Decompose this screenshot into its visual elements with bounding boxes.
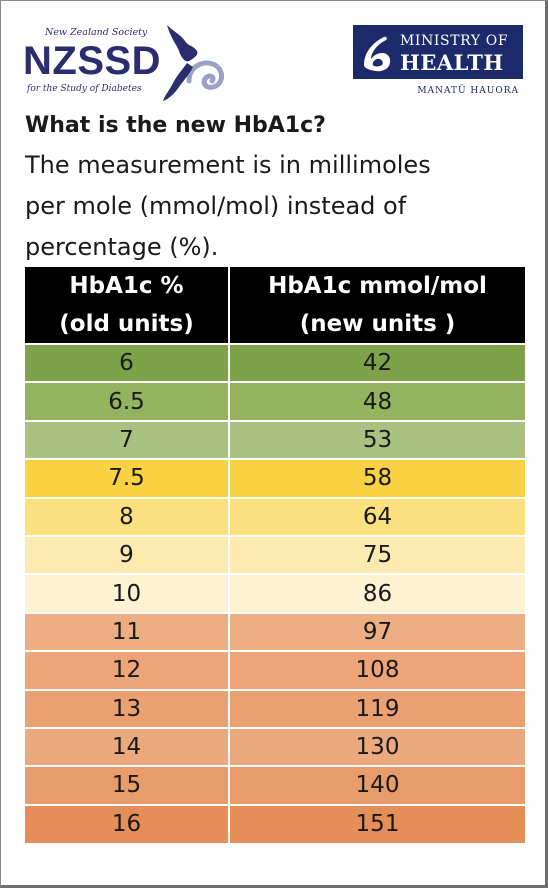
hba1c-conversion-table: HbA1c % (old units) HbA1c mmol/mol (new …	[25, 267, 525, 844]
cell-percent-old-units: 12	[25, 650, 230, 690]
cell-percent-old-units: 7.5	[25, 458, 230, 498]
intro-line: percentage (%).	[25, 233, 219, 261]
table-row: 7.5 58	[25, 458, 525, 498]
intro-line: The measurement is in millimoles	[25, 151, 431, 179]
cell-percent-old-units: 14	[25, 726, 230, 767]
cell-percent-old-units: 6	[25, 342, 230, 383]
nzssd-acronym: NZSSD	[23, 39, 162, 83]
ministry-of-health-mark-icon	[364, 36, 391, 72]
cell-percent-old-units: 6.5	[25, 381, 230, 421]
cell-percent-old-units: 16	[25, 803, 230, 844]
nzssd-tagline-top: New Zealand Society	[45, 27, 148, 38]
cell-percent-old-units: 11	[25, 611, 230, 652]
moh-maori-name: MANATŪ HAUORA	[417, 86, 519, 96]
cell-mmol-new-units: 97	[229, 611, 525, 652]
table-row: 15 140	[25, 765, 525, 805]
cell-mmol-new-units: 86	[229, 573, 525, 613]
moh-name-line-2: HEALTH	[400, 50, 504, 75]
cell-percent-old-units: 15	[25, 765, 230, 805]
column-header-title: HbA1c mmol/mol	[268, 273, 487, 299]
table-row: 6 42	[25, 342, 525, 383]
column-header-subtitle: (new units )	[299, 311, 456, 337]
cell-mmol-new-units: 108	[229, 650, 525, 690]
table-row: 14 130	[25, 726, 525, 767]
column-header-old-units: HbA1c % (old units)	[25, 267, 230, 344]
cell-percent-old-units: 8	[25, 496, 230, 536]
nzssd-logo: New Zealand Society NZSSD for the Study …	[23, 23, 224, 103]
table-row: 6.5 48	[25, 381, 525, 421]
cell-mmol-new-units: 130	[229, 726, 525, 767]
column-header-subtitle: (old units)	[59, 311, 194, 337]
cell-mmol-new-units: 140	[229, 765, 525, 805]
table-row: 16 151	[25, 803, 525, 844]
cell-mmol-new-units: 48	[229, 381, 525, 421]
table-row: 7 53	[25, 419, 525, 460]
cell-percent-old-units: 13	[25, 688, 230, 728]
column-header-title: HbA1c %	[69, 273, 184, 299]
cell-percent-old-units: 7	[25, 419, 230, 460]
cell-mmol-new-units: 42	[229, 342, 525, 383]
intro-line: per mole (mmol/mol) instead of	[25, 192, 407, 220]
page-title: What is the new HbA1c?	[25, 113, 326, 138]
table-header-row: HbA1c % (old units) HbA1c mmol/mol (new …	[25, 267, 525, 344]
table-row: 10 86	[25, 573, 525, 613]
table-row: 11 97	[25, 611, 525, 652]
column-header-new-units: HbA1c mmol/mol (new units )	[229, 267, 525, 344]
cell-percent-old-units: 10	[25, 573, 230, 613]
cell-mmol-new-units: 53	[229, 419, 525, 460]
cell-mmol-new-units: 151	[229, 803, 525, 844]
table-row: 13 119	[25, 688, 525, 728]
cell-mmol-new-units: 75	[229, 534, 525, 575]
intro-text: The measurement is in millimoles per mol…	[25, 145, 525, 268]
cell-mmol-new-units: 58	[229, 458, 525, 498]
ministry-of-health-logo: MINISTRY OF HEALTH MANATŪ HAUORA	[353, 25, 523, 101]
nzssd-tagline-bottom: for the Study of Diabetes	[27, 84, 142, 94]
table-row: 8 64	[25, 496, 525, 536]
table-row: 9 75	[25, 534, 525, 575]
cell-percent-old-units: 9	[25, 534, 230, 575]
table-row: 12 108	[25, 650, 525, 690]
table-body: 6 42 6.5 48 7 53 7.5 58 8 64 9 75 10 86 11 97 12 108 13 119…	[25, 342, 525, 844]
moh-logo-box: MINISTRY OF HEALTH	[353, 25, 523, 79]
moh-name-line-1: MINISTRY OF	[400, 33, 509, 49]
cell-mmol-new-units: 64	[229, 496, 525, 536]
new-zealand-koru-icon	[163, 25, 224, 101]
cell-mmol-new-units: 119	[229, 688, 525, 728]
